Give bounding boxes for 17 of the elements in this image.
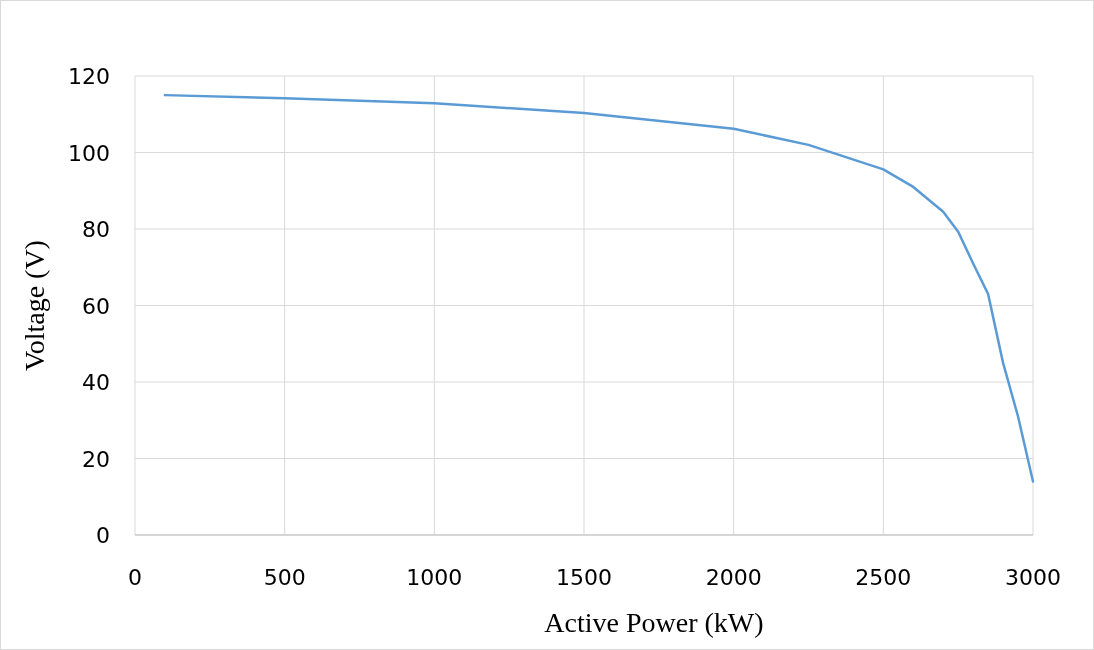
line-series [163, 93, 1035, 483]
y-axis-title: Voltage (V) [19, 240, 50, 371]
x-tick-label: 0 [128, 565, 142, 590]
y-tick-label: 80 [82, 217, 110, 242]
x-axis-title: Active Power (kW) [544, 607, 764, 638]
x-tick-label: 1500 [556, 565, 612, 590]
y-tick-label: 0 [96, 523, 110, 548]
x-tick-label: 1000 [406, 565, 463, 590]
y-tick-label: 40 [82, 370, 110, 395]
y-tick-label: 60 [82, 293, 110, 319]
x-tick-label: 2500 [855, 565, 912, 590]
y-tick-label: 20 [82, 446, 110, 472]
x-tick-label: 500 [263, 565, 306, 590]
x-tick-label: 3000 [1005, 565, 1061, 590]
y-tick-label: 120 [68, 64, 110, 89]
x-tick-label: 2000 [705, 565, 762, 590]
y-tick-label: 100 [68, 140, 110, 166]
